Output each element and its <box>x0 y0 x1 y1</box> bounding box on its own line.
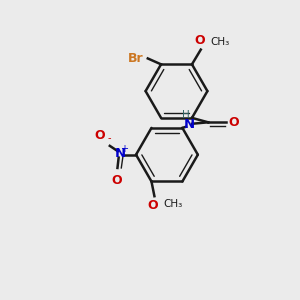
Text: CH₃: CH₃ <box>210 37 230 47</box>
Text: CH₃: CH₃ <box>164 199 183 208</box>
Text: +: + <box>120 144 128 154</box>
Text: O: O <box>94 129 105 142</box>
Text: N: N <box>184 118 195 131</box>
Text: H: H <box>182 110 189 120</box>
Text: -: - <box>107 133 111 143</box>
Text: O: O <box>194 34 205 47</box>
Text: N: N <box>114 147 125 160</box>
Text: Br: Br <box>128 52 143 65</box>
Text: O: O <box>111 174 122 187</box>
Text: O: O <box>228 116 239 129</box>
Text: O: O <box>148 199 158 212</box>
